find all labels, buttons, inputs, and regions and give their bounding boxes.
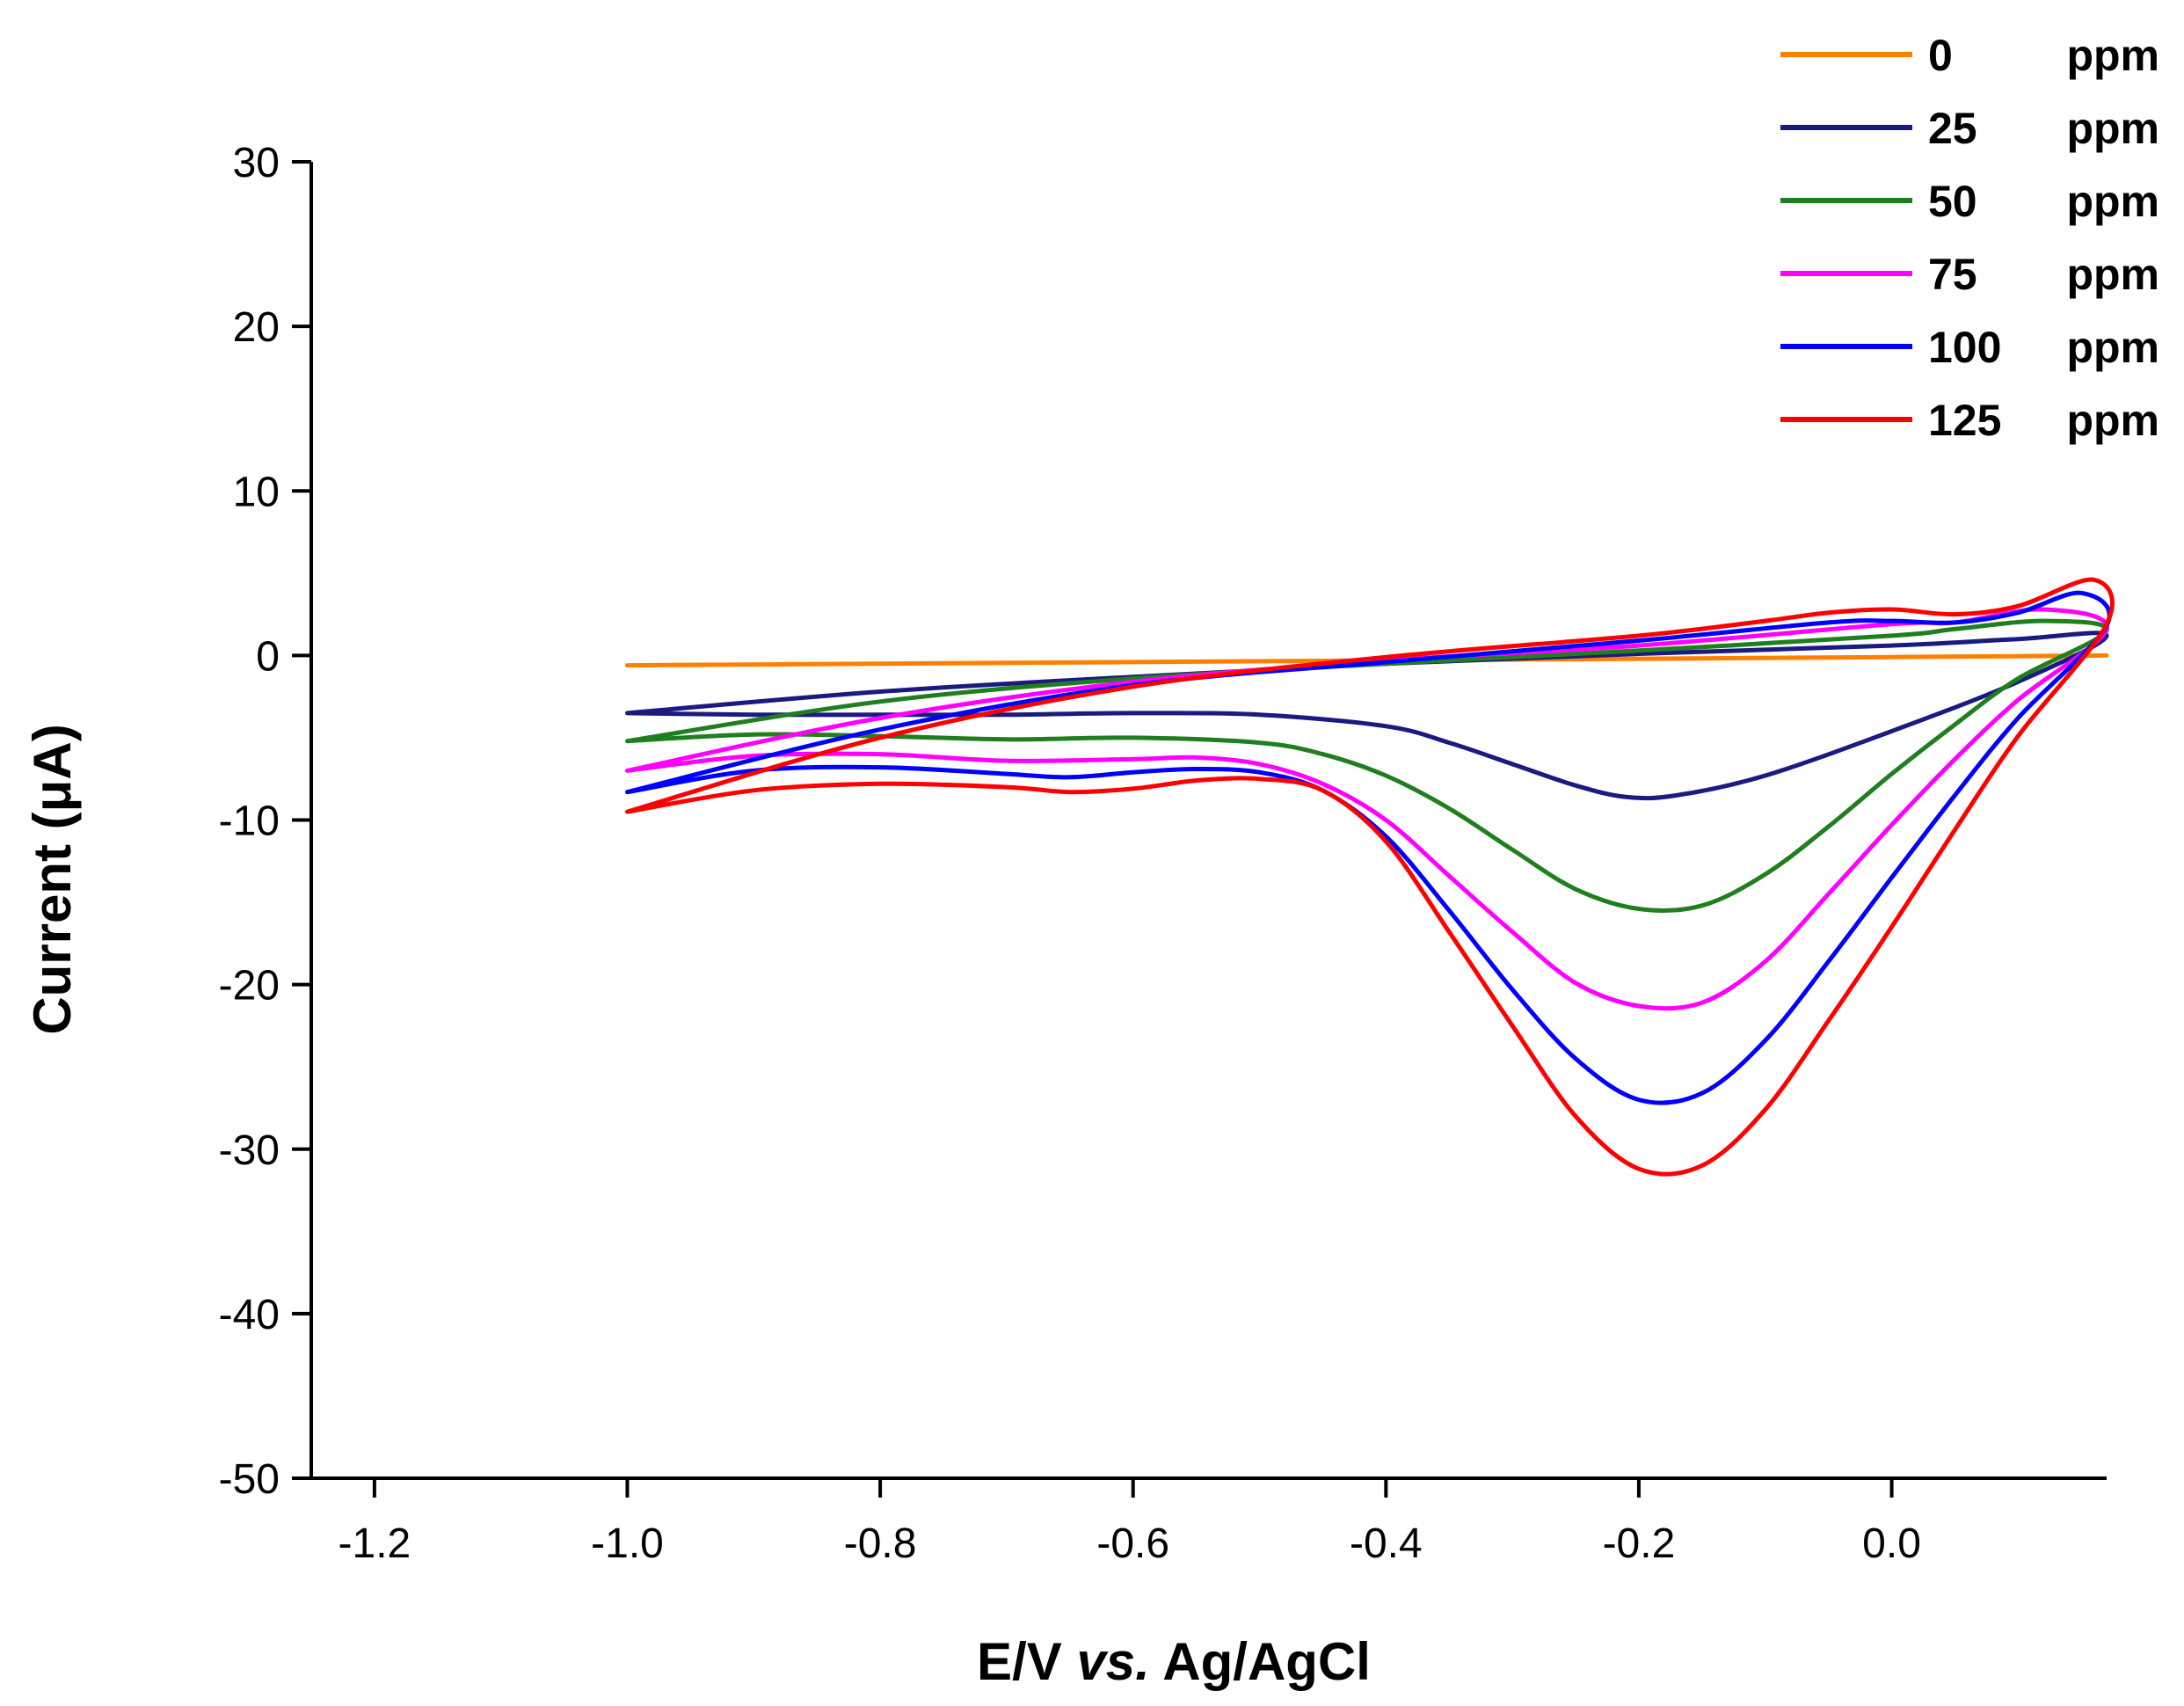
legend-value-100: 100 [1928, 323, 2001, 372]
tick-labels: 30 20 10 0 -10 -20 -30 -40 -50 -1.2 -1.0 -0.8 -0.6 -0… [219, 140, 1921, 1567]
y-tick-label: -20 [219, 963, 280, 1010]
legend-value-75: 75 [1928, 250, 1977, 299]
x-tick-label: 0.0 [1862, 1520, 1921, 1567]
legend-value-50: 50 [1928, 177, 1977, 226]
legend-value-0: 0 [1928, 31, 1953, 80]
y-tick-label: -40 [219, 1292, 280, 1338]
x-tick-label: -0.6 [1096, 1520, 1169, 1567]
legend-unit-75: ppm [2066, 250, 2159, 299]
legend-unit-125: ppm [2066, 396, 2159, 445]
y-axis-title: Current (μA) [23, 724, 82, 1034]
legend-value-125: 125 [1928, 396, 2001, 445]
series-line-100-ppm [625, 590, 2112, 1105]
y-tick-label: -10 [219, 798, 280, 845]
y-tick-label: 0 [256, 633, 280, 680]
y-tick-label: 30 [233, 140, 280, 186]
x-tick-label: -1.2 [339, 1520, 411, 1567]
x-axis-title: E/V vs. Ag/AgCl [977, 1632, 1371, 1691]
y-tick-label: 20 [233, 304, 280, 351]
legend: 0 ppm 25 ppm 50 ppm 75 ppm 100 ppm 125 ppm [1780, 31, 2159, 445]
series-line-75-ppm [625, 607, 2109, 1011]
legend-unit-50: ppm [2066, 177, 2159, 226]
series-line-125-ppm [625, 577, 2115, 1177]
x-tick-label: -1.0 [591, 1520, 664, 1567]
axes [309, 162, 2107, 1480]
legend-unit-100: ppm [2066, 323, 2159, 372]
series-lines [625, 577, 2115, 1177]
y-tick-label: -50 [219, 1456, 280, 1503]
x-tick-label: -0.4 [1350, 1520, 1423, 1567]
y-tick-label: -30 [219, 1127, 280, 1174]
legend-unit-25: ppm [2066, 104, 2159, 153]
axis-ticks [292, 160, 1894, 1498]
legend-value-25: 25 [1928, 104, 1977, 153]
legend-unit-0: ppm [2066, 31, 2159, 80]
x-tick-label: -0.8 [844, 1520, 917, 1567]
y-tick-label: 10 [233, 469, 280, 515]
x-tick-label: -0.2 [1603, 1520, 1676, 1567]
